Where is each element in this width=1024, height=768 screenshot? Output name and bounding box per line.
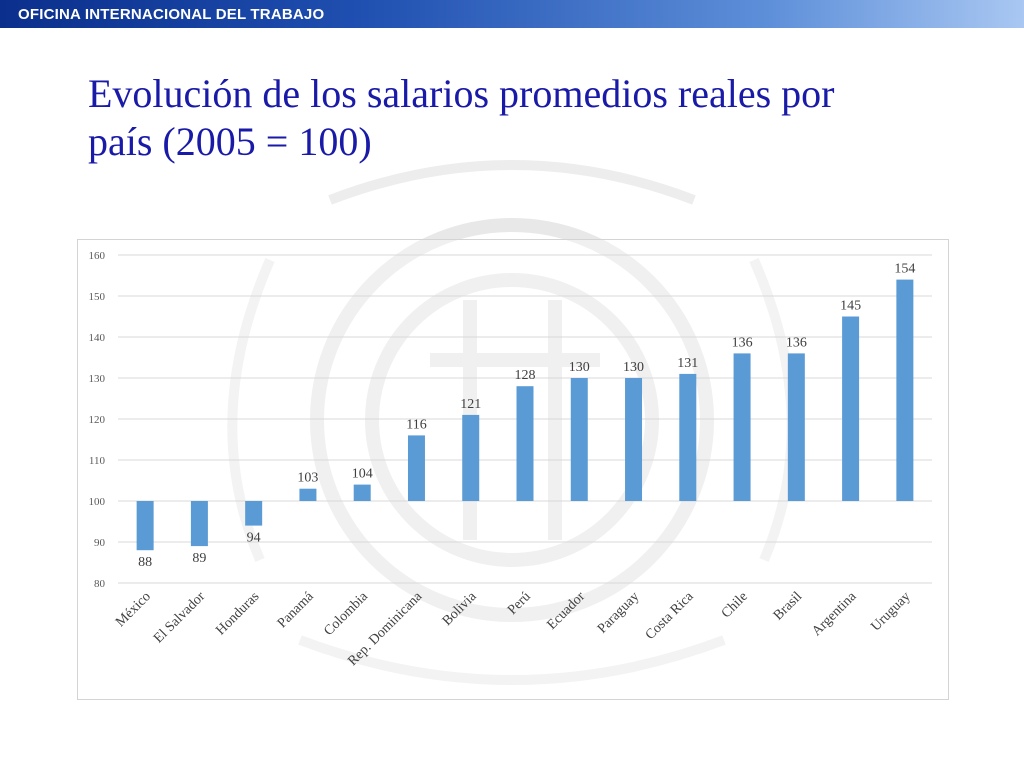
x-category-label: Paraguay — [595, 589, 642, 636]
bar — [353, 484, 371, 501]
data-label: 128 — [515, 368, 536, 383]
slide-title-line-1: Evolución de los salarios promedios real… — [88, 71, 835, 116]
x-category-label: Perú — [505, 589, 534, 618]
data-label: 136 — [786, 335, 807, 350]
data-label: 104 — [352, 467, 373, 482]
data-label: 121 — [460, 397, 481, 412]
x-category-label: El Salvador — [151, 589, 208, 646]
bar — [299, 488, 317, 501]
data-label: 88 — [138, 555, 152, 570]
data-label: 131 — [677, 356, 698, 371]
organization-name: OFICINA INTERNACIONAL DEL TRABAJO — [18, 6, 325, 23]
header-bar: OFICINA INTERNACIONAL DEL TRABAJO — [0, 0, 1024, 28]
bar — [245, 501, 263, 526]
x-category-label: Panamá — [275, 589, 317, 631]
y-tick-label: 100 — [89, 496, 106, 508]
y-tick-label: 150 — [89, 291, 106, 303]
bar — [679, 373, 697, 501]
data-label: 116 — [406, 417, 426, 432]
bar — [625, 378, 643, 501]
data-label: 89 — [192, 551, 206, 566]
bar — [136, 501, 154, 551]
x-category-label: Honduras — [213, 589, 262, 638]
x-category-label: México — [113, 589, 154, 630]
y-tick-label: 140 — [89, 332, 106, 344]
x-category-label: Ecuador — [544, 589, 588, 633]
data-label: 154 — [894, 262, 915, 277]
data-label: 136 — [732, 335, 753, 350]
wage-evolution-bar-chart: 80 90 100 110 120 130 140 150 160 88 México 89 El Sa… — [89, 250, 932, 669]
data-label: 94 — [247, 531, 261, 546]
bar — [733, 353, 751, 501]
bar — [570, 378, 588, 501]
data-label: 145 — [840, 299, 861, 314]
y-tick-label: 160 — [89, 250, 106, 262]
x-category-label: Colombia — [321, 589, 371, 639]
data-label: 130 — [623, 360, 644, 375]
x-category-label: Costa Rica — [643, 589, 697, 643]
bar — [787, 353, 805, 501]
x-category-label: Argentina — [809, 589, 860, 640]
bar — [516, 386, 534, 501]
y-tick-label: 110 — [89, 455, 106, 467]
y-tick-label: 130 — [89, 373, 106, 385]
bar — [407, 435, 425, 501]
x-category-label: Chile — [719, 589, 751, 621]
x-category-label: Brasil — [771, 589, 805, 623]
data-label: 103 — [297, 471, 318, 486]
data-label: 130 — [569, 360, 590, 375]
bar — [190, 501, 208, 547]
x-category-label: Bolivia — [440, 589, 480, 629]
slide-title: Evolución de los salarios promedios real… — [88, 70, 968, 166]
bar — [842, 316, 860, 501]
x-category-label: Uruguay — [868, 589, 913, 634]
y-tick-label: 90 — [94, 537, 106, 549]
slide-title-line-2: país (2005 = 100) — [88, 119, 372, 164]
y-tick-label: 120 — [89, 414, 106, 426]
y-tick-label: 80 — [94, 578, 106, 590]
bar — [896, 279, 914, 501]
bar — [462, 414, 480, 501]
